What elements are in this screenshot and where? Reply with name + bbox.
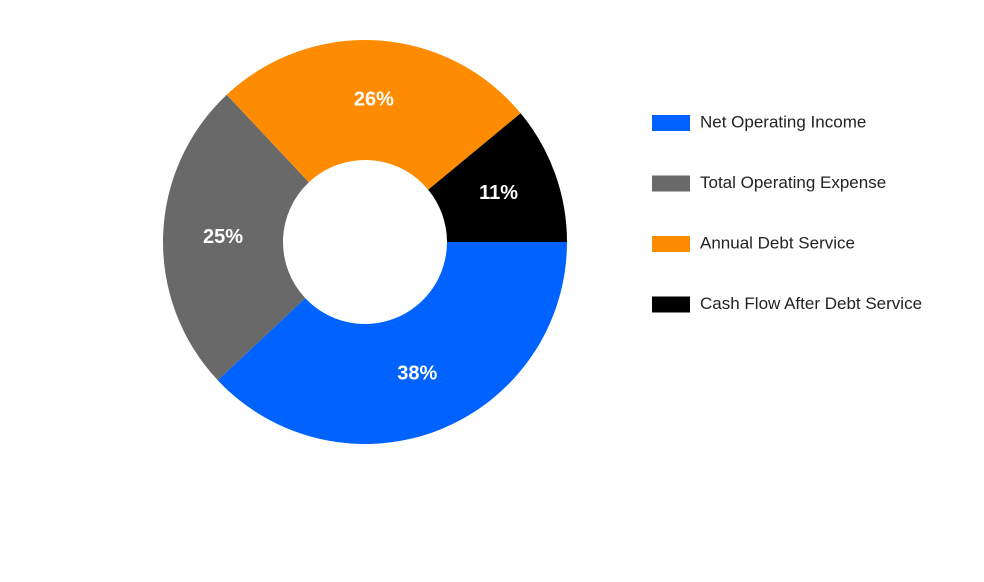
legend-swatch — [652, 236, 690, 252]
legend-swatch — [652, 175, 690, 192]
legend-swatch — [652, 296, 690, 313]
legend-label: Annual Debt Service — [700, 233, 855, 252]
donut-slice — [163, 94, 309, 381]
data-label: 26% — [354, 89, 394, 111]
data-label: 11% — [479, 182, 518, 204]
legend-swatch — [652, 115, 690, 131]
data-label: 25% — [203, 226, 243, 248]
donut-slice — [217, 242, 567, 444]
legend-label: Cash Flow After Debt Service — [700, 294, 922, 313]
legend-label: Net Operating Income — [700, 112, 866, 131]
legend-label: Total Operating Expense — [700, 173, 886, 192]
data-label: 38% — [397, 362, 437, 384]
donut-slice — [428, 113, 567, 242]
donut-slice — [226, 40, 521, 190]
